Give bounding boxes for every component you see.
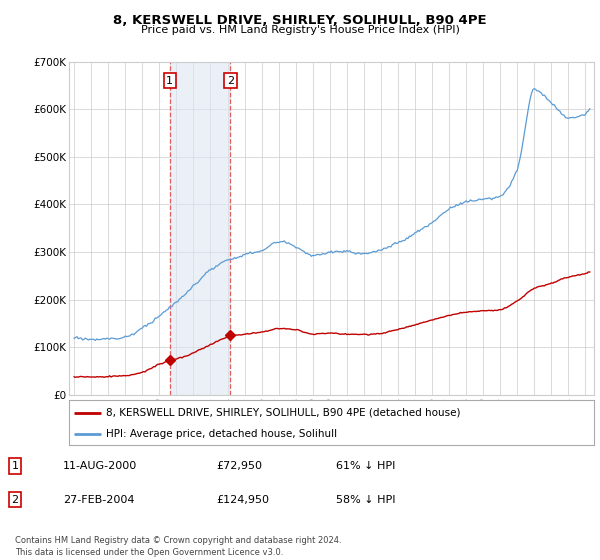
Text: 8, KERSWELL DRIVE, SHIRLEY, SOLIHULL, B90 4PE: 8, KERSWELL DRIVE, SHIRLEY, SOLIHULL, B9… <box>113 14 487 27</box>
Text: 1: 1 <box>166 76 173 86</box>
Text: 61% ↓ HPI: 61% ↓ HPI <box>336 461 395 471</box>
Text: 1: 1 <box>11 461 19 471</box>
Text: HPI: Average price, detached house, Solihull: HPI: Average price, detached house, Soli… <box>106 429 337 439</box>
Text: £124,950: £124,950 <box>216 494 269 505</box>
Text: £72,950: £72,950 <box>216 461 262 471</box>
Text: 2: 2 <box>227 76 234 86</box>
Text: Price paid vs. HM Land Registry's House Price Index (HPI): Price paid vs. HM Land Registry's House … <box>140 25 460 35</box>
Text: Contains HM Land Registry data © Crown copyright and database right 2024.
This d: Contains HM Land Registry data © Crown c… <box>15 536 341 557</box>
Text: 58% ↓ HPI: 58% ↓ HPI <box>336 494 395 505</box>
Text: 27-FEB-2004: 27-FEB-2004 <box>63 494 134 505</box>
Text: 11-AUG-2000: 11-AUG-2000 <box>63 461 137 471</box>
Text: 8, KERSWELL DRIVE, SHIRLEY, SOLIHULL, B90 4PE (detached house): 8, KERSWELL DRIVE, SHIRLEY, SOLIHULL, B9… <box>106 408 460 418</box>
Text: 2: 2 <box>11 494 19 505</box>
Bar <box>170 62 230 395</box>
